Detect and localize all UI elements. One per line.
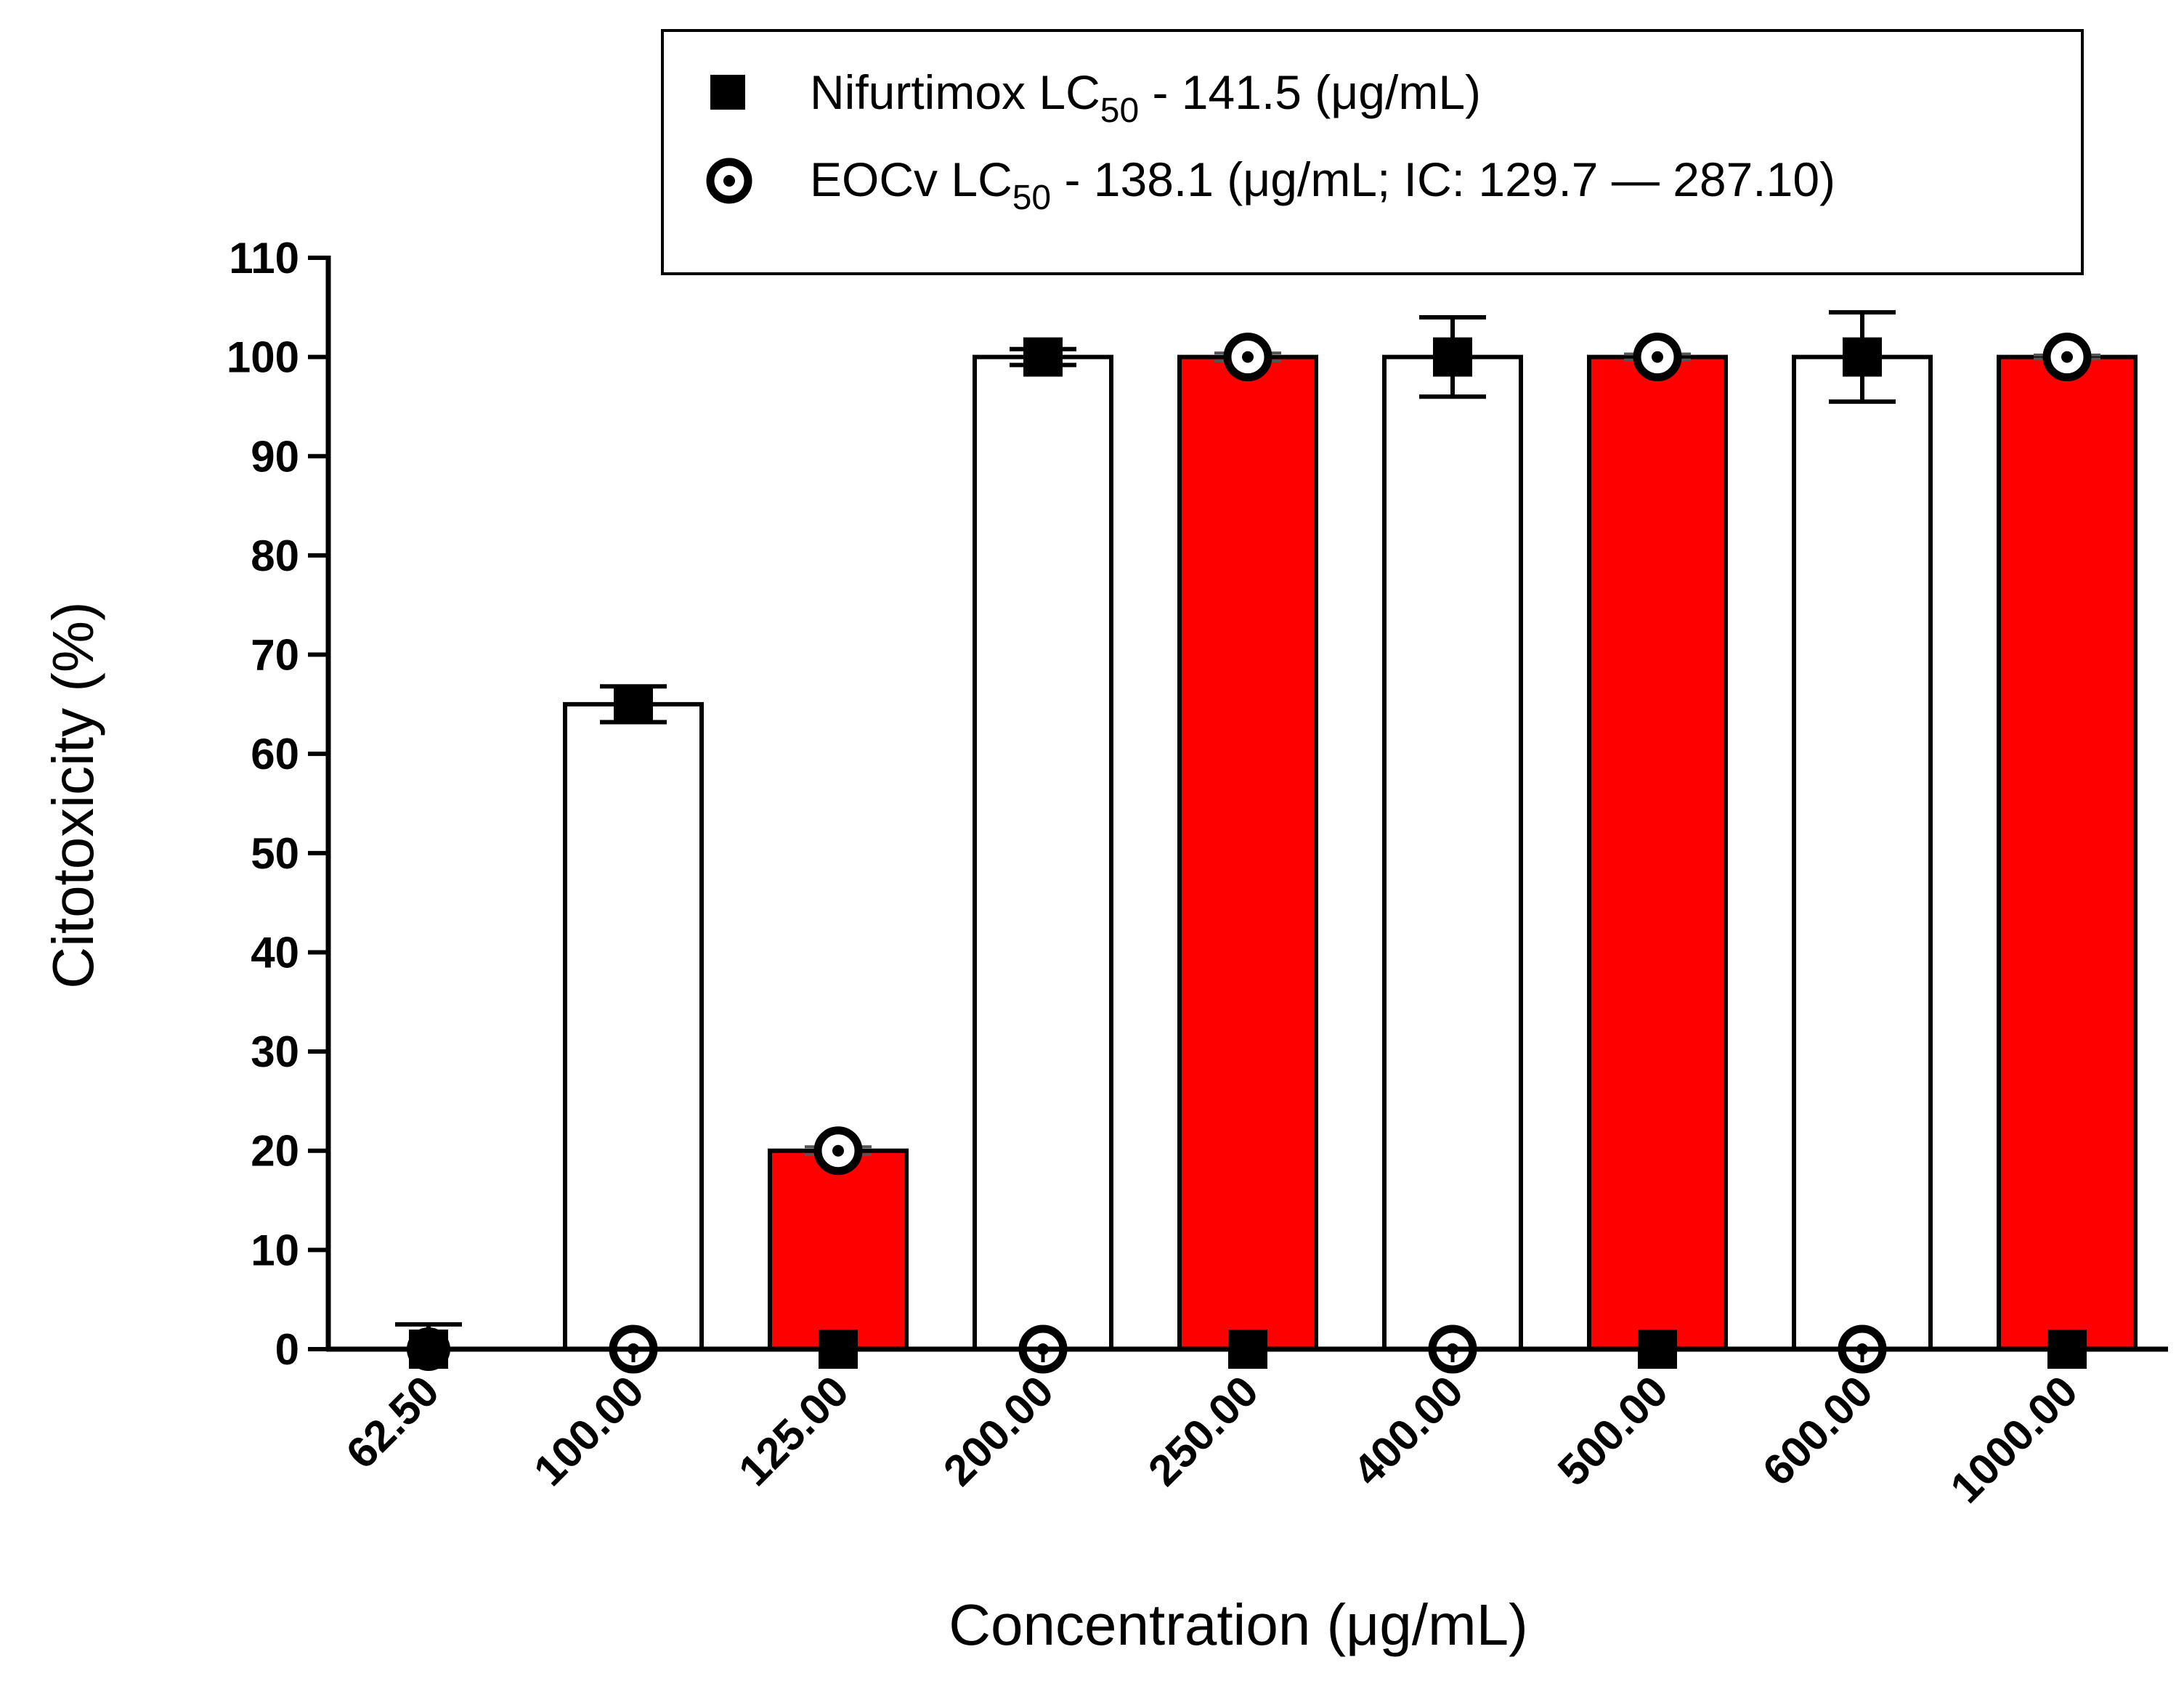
legend-marker-nifurtimox bbox=[710, 75, 745, 110]
legend: Nifurtimox LC50 - 141.5 (μg/mL) EOCv LC5… bbox=[661, 29, 2084, 275]
x-tick-label-200.00: 200.00 bbox=[934, 1367, 1063, 1495]
x-tick-label-500.00: 500.00 bbox=[1548, 1367, 1677, 1495]
y-tick-label-10: 10 bbox=[251, 1226, 299, 1274]
marker-nifurtimox-600.00 bbox=[1843, 337, 1882, 377]
x-axis-title: Concentration (μg/mL) bbox=[949, 1592, 1528, 1657]
marker-nifurtimox-400.00 bbox=[1433, 337, 1472, 377]
bar-eocv-125.00 bbox=[768, 1148, 909, 1352]
y-tick-label-70: 70 bbox=[251, 631, 299, 680]
x-tick-label-1000.00: 1000.00 bbox=[1941, 1367, 2087, 1513]
bar-eocv-1000.00 bbox=[1997, 354, 2138, 1351]
y-tick-label-30: 30 bbox=[251, 1027, 299, 1076]
y-tick-label-90: 90 bbox=[251, 432, 299, 481]
bar-nifurtimox-400.00 bbox=[1382, 354, 1523, 1351]
y-tick-label-100: 100 bbox=[227, 333, 299, 382]
legend-label-eocv: EOCv LC50 - 138.1 (μg/mL; IC: 129.7 — 28… bbox=[810, 152, 1835, 217]
x-tick-label-600.00: 600.00 bbox=[1753, 1367, 1882, 1495]
x-tick-label-400.00: 400.00 bbox=[1344, 1367, 1472, 1495]
marker-eocv-125.00 bbox=[813, 1126, 863, 1176]
bar-eocv-500.00 bbox=[1587, 354, 1728, 1351]
y-tick-label-20: 20 bbox=[251, 1127, 299, 1176]
legend-label-nifurtimox: Nifurtimox LC50 - 141.5 (μg/mL) bbox=[810, 65, 1481, 130]
y-tick-label-0: 0 bbox=[275, 1325, 299, 1374]
marker-eocv-500.00 bbox=[1633, 333, 1682, 382]
y-tick-label-110: 110 bbox=[229, 234, 299, 282]
y-tick-label-40: 40 bbox=[251, 928, 299, 977]
bar-eocv-250.00 bbox=[1177, 354, 1318, 1351]
y-tick-label-80: 80 bbox=[251, 532, 299, 580]
bar-nifurtimox-600.00 bbox=[1792, 354, 1933, 1351]
marker-nifurtimox-200.00 bbox=[1023, 337, 1063, 377]
marker-eocv-250.00 bbox=[1223, 333, 1272, 382]
x-tick-label-125.00: 125.00 bbox=[729, 1367, 858, 1495]
bar-nifurtimox-200.00 bbox=[973, 354, 1113, 1351]
y-tick-label-60: 60 bbox=[251, 730, 299, 778]
y-tick-label-50: 50 bbox=[251, 829, 299, 878]
bar-nifurtimox-100.00 bbox=[563, 701, 704, 1351]
marker-eocv-1000.00 bbox=[2042, 333, 2092, 382]
marker-nifurtimox-100.00 bbox=[614, 684, 653, 724]
x-tick-label-250.00: 250.00 bbox=[1139, 1367, 1267, 1495]
legend-box bbox=[661, 29, 2084, 275]
x-tick-label-62.50: 62.50 bbox=[337, 1367, 449, 1478]
y-axis-title: Citotoxicity (%) bbox=[41, 601, 105, 988]
legend-marker-eocv bbox=[706, 158, 752, 204]
x-tick-label-100.00: 100.00 bbox=[524, 1367, 653, 1495]
